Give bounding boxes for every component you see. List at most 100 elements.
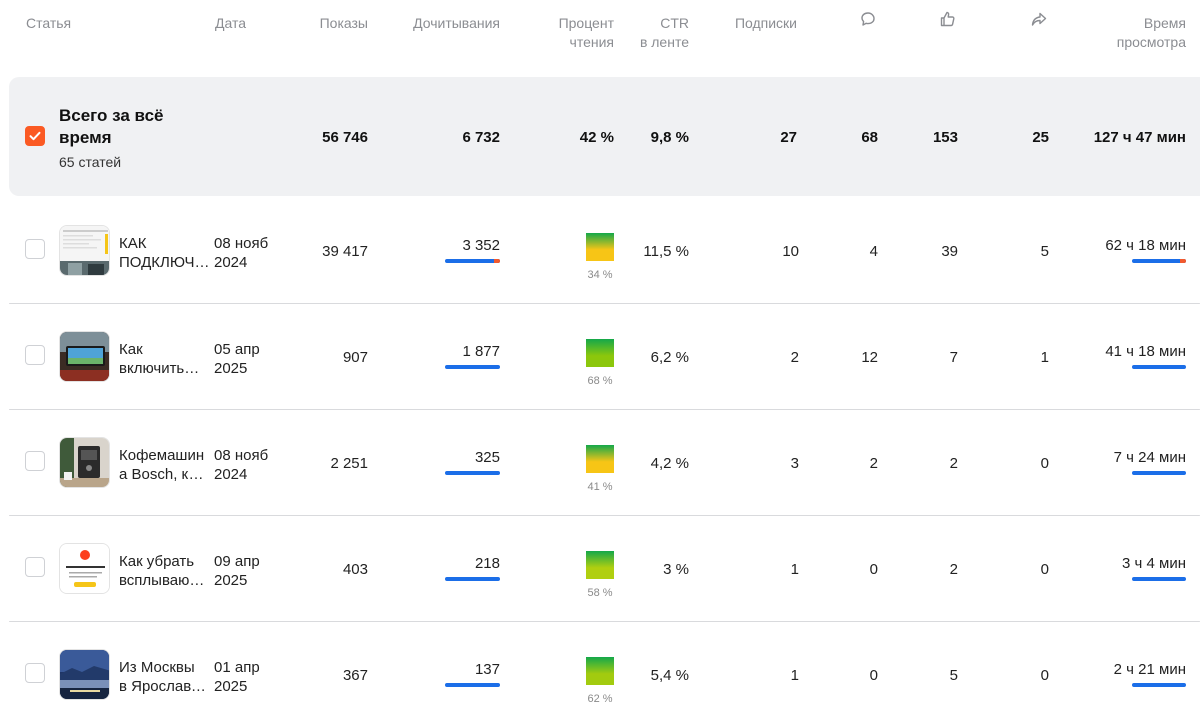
header-ctr[interactable]: CTR в ленте (639, 15, 689, 50)
watch-time-value: 3 ч 4 мин (1122, 555, 1186, 572)
shares-value: 5 (1040, 243, 1049, 260)
comments-value: 12 (861, 349, 878, 366)
table-row[interactable]: Из Москвы в Ярославл… 01 апр 2025 367 13… (9, 621, 1200, 710)
header-reads[interactable]: Дочитывания (413, 15, 500, 31)
reads-bar (445, 471, 500, 475)
table-row[interactable]: Как убрать всплываю… 09 апр 2025 403 218… (9, 515, 1200, 621)
reads-bar (445, 259, 500, 263)
comments-value: 0 (869, 667, 878, 684)
comments-value: 0 (869, 561, 878, 578)
total-comments: 68 (861, 129, 878, 146)
article-thumbnail[interactable] (59, 225, 110, 276)
shares-value: 0 (1040, 667, 1049, 684)
article-title[interactable]: Кофемашин а Bosch, ка… (119, 447, 211, 483)
row-checkbox[interactable] (25, 451, 45, 471)
total-likes: 153 (932, 129, 958, 146)
share-icon[interactable] (1030, 10, 1048, 28)
comments-value: 2 (869, 455, 878, 472)
watch-time-value: 62 ч 18 мин (1105, 237, 1186, 254)
like-icon[interactable] (939, 10, 957, 28)
read-percent-label: 68 % (587, 375, 613, 387)
reads-bar (445, 577, 500, 581)
reads-value: 3 352 (462, 237, 500, 254)
read-percent-label: 41 % (587, 481, 613, 493)
read-percent-indicator (586, 233, 614, 261)
total-views: 56 746 (322, 129, 368, 146)
row-divider (9, 197, 1200, 198)
likes-value: 2 (949, 561, 958, 578)
comments-value: 4 (869, 243, 878, 260)
views-value: 367 (342, 667, 368, 684)
watch-time-bar (1132, 259, 1186, 263)
reads-value: 218 (474, 555, 500, 572)
article-thumbnail[interactable] (59, 543, 110, 594)
likes-value: 5 (949, 667, 958, 684)
header-subscriptions[interactable]: Подписки (734, 15, 797, 31)
read-percent-label: 34 % (587, 269, 613, 281)
watch-time-value: 2 ч 21 мин (1113, 661, 1186, 678)
likes-value: 7 (949, 349, 958, 366)
read-percent-indicator (586, 339, 614, 367)
reads-bar (445, 683, 500, 687)
read-percent-label: 62 % (587, 693, 613, 705)
total-title: Всего за всё время (59, 106, 164, 147)
article-title[interactable]: КАК ПОДКЛЮЧ… (119, 235, 210, 271)
watch-time-bar (1132, 365, 1186, 369)
ctr-value: 5,4 % (650, 667, 689, 684)
total-row: Всего за всё время 65 статей 56 746 6 73… (9, 77, 1200, 196)
reads-bar (445, 365, 500, 369)
header-watch-time[interactable]: Время просмотра (1116, 15, 1186, 50)
article-date: 05 апр 2025 (214, 341, 260, 377)
reads-value: 137 (474, 661, 500, 678)
row-checkbox[interactable] (25, 345, 45, 365)
article-title[interactable]: Из Москвы в Ярославл… (119, 659, 211, 695)
header-read-percent[interactable]: Процент чтения (558, 15, 614, 50)
ctr-value: 4,2 % (650, 455, 689, 472)
article-date: 08 нояб 2024 (214, 235, 269, 271)
watch-time-bar (1132, 471, 1186, 475)
subscriptions-value: 3 (790, 455, 799, 472)
total-read-percent: 42 % (579, 129, 614, 146)
article-date: 09 апр 2025 (214, 553, 260, 589)
total-reads: 6 732 (462, 129, 500, 146)
views-value: 403 (342, 561, 368, 578)
reads-value: 1 877 (462, 343, 500, 360)
views-value: 907 (342, 349, 368, 366)
ctr-value: 6,2 % (650, 349, 689, 366)
total-ctr: 9,8 % (650, 129, 689, 146)
total-article-count: 65 статей (59, 154, 122, 170)
row-checkbox[interactable] (25, 239, 45, 259)
shares-value: 0 (1040, 561, 1049, 578)
article-thumbnail[interactable] (59, 649, 110, 700)
row-divider (9, 303, 1200, 304)
row-checkbox[interactable] (25, 663, 45, 683)
ctr-value: 3 % (663, 561, 689, 578)
article-title[interactable]: Как убрать всплываю… (119, 553, 205, 589)
comment-icon[interactable] (859, 10, 877, 28)
select-all-checkbox[interactable] (25, 126, 45, 146)
article-title[interactable]: Как включить… (119, 341, 200, 377)
read-percent-indicator (586, 551, 614, 579)
table-row[interactable]: Как включить… 05 апр 2025 907 1 877 68 %… (9, 303, 1200, 409)
table-row[interactable]: КАК ПОДКЛЮЧ… 08 нояб 2024 39 417 3 352 3… (9, 197, 1200, 303)
total-shares: 25 (1032, 129, 1049, 146)
article-date: 01 апр 2025 (214, 659, 260, 695)
reads-value: 325 (474, 449, 500, 466)
header-article[interactable]: Статья (26, 15, 72, 31)
read-percent-indicator (586, 445, 614, 473)
watch-time-bar (1132, 577, 1186, 581)
watch-time-value: 41 ч 18 мин (1105, 343, 1186, 360)
row-checkbox[interactable] (25, 557, 45, 577)
views-value: 39 417 (322, 243, 368, 260)
article-thumbnail[interactable] (59, 331, 110, 382)
watch-time-bar (1132, 683, 1186, 687)
header-date[interactable]: Дата (215, 15, 247, 31)
table-header: Статья Дата Показы Дочитывания Процент ч… (0, 0, 1200, 70)
row-divider (9, 409, 1200, 410)
views-value: 2 251 (330, 455, 368, 472)
shares-value: 0 (1040, 455, 1049, 472)
article-thumbnail[interactable] (59, 437, 110, 488)
subscriptions-value: 2 (790, 349, 799, 366)
table-row[interactable]: Кофемашин а Bosch, ка… 08 нояб 2024 2 25… (9, 409, 1200, 515)
header-views[interactable]: Показы (319, 15, 368, 31)
